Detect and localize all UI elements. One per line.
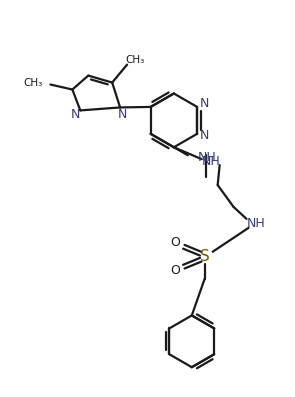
Text: CH₃: CH₃ xyxy=(23,77,42,88)
Text: N: N xyxy=(199,97,209,110)
Text: N: N xyxy=(71,108,80,121)
Text: N: N xyxy=(117,108,127,121)
Text: CH₃: CH₃ xyxy=(125,55,145,65)
Text: O: O xyxy=(170,236,180,249)
Text: O: O xyxy=(170,264,180,277)
Text: S: S xyxy=(200,249,210,264)
Text: N: N xyxy=(199,129,209,142)
Text: NH: NH xyxy=(201,155,220,168)
Text: NH: NH xyxy=(247,218,266,230)
Text: NH: NH xyxy=(198,151,217,164)
